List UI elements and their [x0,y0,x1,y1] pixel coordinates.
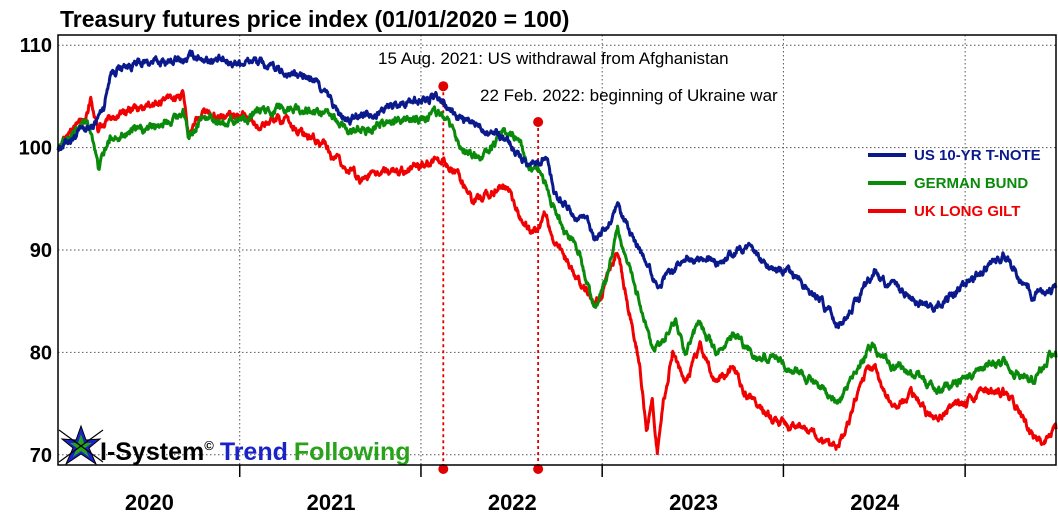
x-tick-label-2020: 2020 [125,490,174,515]
plot-frame [57,34,1057,466]
legend-label-us: US 10-YR T-NOTE [914,147,1041,164]
annotation-afghanistan-label: 15 Aug. 2021: US withdrawal from Afghani… [378,49,729,68]
x-tick-label-2021: 2021 [307,490,356,515]
series-line-uk-long-gilt [57,89,1058,455]
x-tick-label-2024: 2024 [850,490,900,515]
star-logo-icon [58,424,104,466]
annotation-bottom-marker-0 [438,464,449,474]
branding: I-System© Trend Following [58,424,411,466]
series-line-german-bund [56,102,1058,405]
series-line-us-10yr-tnote [57,49,1058,330]
x-tick-label-2023: 2023 [669,490,718,515]
annotation-ukraine-label: 22 Feb. 2022: beginning of Ukraine war [480,86,778,105]
legend-label-bund: GERMAN BUND [914,175,1028,192]
brand-mark: I-System© Trend Following [100,438,411,466]
y-tick-label-70: 70 [30,445,52,467]
annotation-bottom-marker-1 [533,464,544,474]
x-tick-label-2022: 2022 [488,490,537,515]
x-tick-labels: 2020 2021 2022 2023 2024 [125,490,900,515]
annotation-top-marker-1 [533,117,544,128]
y-tick-label-110: 110 [20,35,52,57]
year-separators [238,35,966,477]
annotation-top-marker-0 [438,81,449,92]
y-tick-label-80: 80 [30,342,52,364]
y-tick-label-90: 90 [30,240,52,262]
legend-label-gilt: UK LONG GILT [914,203,1020,220]
series-lines [56,49,1058,455]
annotation-markers [438,81,544,474]
annotation-lines [442,86,540,469]
brand-copyright: © [204,438,214,453]
legend: US 10-YR T-NOTE GERMAN BUND UK LONG GILT [868,147,1041,220]
brand-name: I-System [100,438,204,466]
chart-title: Treasury futures price index (01/01/2020… [60,6,569,32]
brand-word-following: Following [294,438,411,466]
y-tick-label-100: 100 [19,138,52,160]
y-tick-labels: 70 80 90 100 110 [19,35,52,467]
brand-word-trend: Trend [220,438,288,466]
